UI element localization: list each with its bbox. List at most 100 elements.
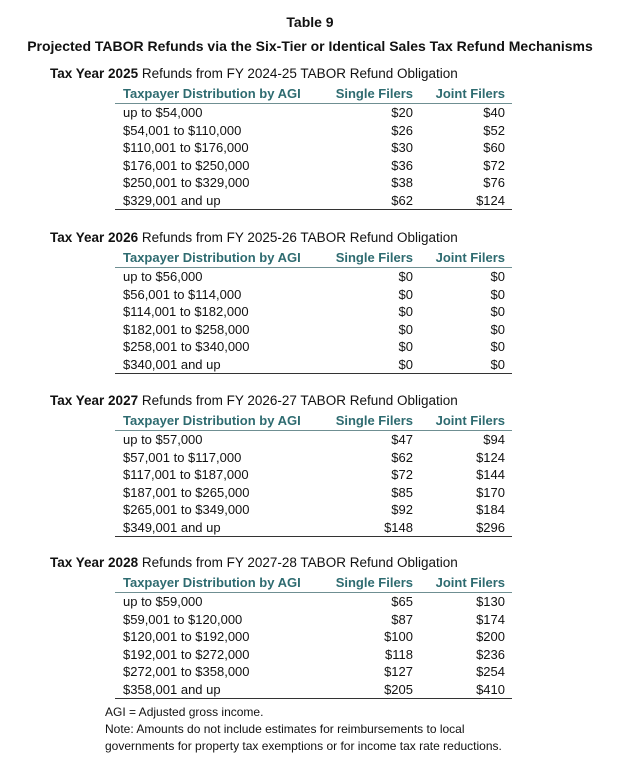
- joint-filers-refund: $184: [476, 502, 505, 517]
- section-heading-text: Refunds from FY 2024-25 TABOR Refund Obl…: [138, 66, 458, 81]
- section-heading-text: Refunds from FY 2027-28 TABOR Refund Obl…: [138, 555, 458, 570]
- table-row: up to $59,000 $65 $130: [115, 593, 512, 611]
- agi-range: $110,001 to $176,000: [123, 140, 249, 155]
- table-notes: AGI = Adjusted gross income. Note: Amoun…: [105, 704, 502, 755]
- single-filers-refund: $0: [398, 286, 413, 302]
- agi-range: $349,001 and up: [115, 518, 315, 537]
- column-header: Single Filers: [315, 573, 413, 593]
- joint-filers-refund: $0: [490, 304, 505, 319]
- single-filers-refund: $65: [391, 594, 413, 609]
- column-header: Joint Filers: [413, 84, 512, 104]
- single-filers-refund: $20: [391, 105, 413, 120]
- agi-range: $176,001 to $250,000: [123, 157, 250, 173]
- single-filers-refund: $0: [398, 304, 413, 319]
- column-header: Single Filers: [315, 411, 413, 431]
- table-row: $57,001 to $117,000 $62 $124: [115, 449, 512, 467]
- agi-range: $114,001 to $182,000: [123, 304, 249, 319]
- joint-filers-refund: $124: [476, 449, 505, 465]
- tax-year-section: Tax Year 2028 Refunds from FY 2027-28 TA…: [50, 553, 520, 699]
- single-filers-refund: $127: [384, 664, 413, 679]
- single-filers-refund: $62: [391, 449, 413, 465]
- single-filers-refund: $148: [315, 518, 413, 537]
- table-row: $110,001 to $176,000 $30 $60: [115, 139, 512, 157]
- single-filers-refund: $87: [391, 611, 413, 627]
- table-row: $192,001 to $272,000 $118 $236: [115, 646, 512, 664]
- single-filers-refund: $47: [391, 432, 413, 447]
- agi-range: $57,001 to $117,000: [123, 449, 242, 465]
- single-filers-refund: $0: [398, 339, 413, 354]
- joint-filers-refund: $94: [483, 432, 505, 447]
- agi-range: $340,001 and up: [115, 355, 315, 374]
- joint-filers-refund: $410: [413, 680, 512, 699]
- table-row: $59,001 to $120,000 $87 $174: [115, 611, 512, 629]
- agi-range: $59,001 to $120,000: [123, 611, 243, 627]
- single-filers-refund: $38: [391, 175, 413, 190]
- joint-filers-refund: $296: [413, 518, 512, 537]
- single-filers-refund: $85: [391, 484, 413, 500]
- joint-filers-refund: $236: [476, 646, 505, 662]
- agi-range: $272,001 to $358,000: [123, 664, 250, 679]
- table-row: $117,001 to $187,000 $72 $144: [115, 466, 512, 484]
- note-line-2: governments for property tax exemptions …: [105, 739, 502, 753]
- table-header-row: Taxpayer Distribution by AGI Single Filer…: [115, 84, 512, 104]
- agi-range: up to $54,000: [123, 105, 203, 120]
- joint-filers-refund: $124: [413, 191, 512, 210]
- table-row: $114,001 to $182,000 $0 $0: [115, 303, 512, 321]
- column-header: Single Filers: [315, 84, 413, 104]
- joint-filers-refund: $72: [483, 157, 505, 173]
- tax-year-section: Tax Year 2026 Refunds from FY 2025-26 TA…: [50, 228, 520, 374]
- single-filers-refund: $62: [315, 191, 413, 210]
- single-filers-refund: $30: [391, 140, 413, 155]
- section-year: Tax Year 2025: [50, 66, 139, 81]
- agi-range: $265,001 to $349,000: [123, 502, 250, 517]
- table-row: $187,001 to $265,000 $85 $170: [115, 484, 512, 502]
- section-year: Tax Year 2026: [50, 230, 139, 245]
- table-row: up to $56,000 $0 $0: [115, 268, 512, 286]
- single-filers-refund: $26: [391, 122, 413, 138]
- table-row: $329,001 and up $62 $124: [115, 191, 512, 210]
- joint-filers-refund: $76: [483, 175, 505, 190]
- table-row: $56,001 to $114,000 $0 $0: [115, 286, 512, 304]
- agi-range: $258,001 to $340,000: [123, 339, 250, 354]
- table-row: $54,001 to $110,000 $26 $52: [115, 122, 512, 140]
- tax-year-section: Tax Year 2027 Refunds from FY 2026-27 TA…: [50, 391, 520, 537]
- joint-filers-refund: $0: [413, 355, 512, 374]
- column-header: Joint Filers: [413, 573, 512, 593]
- agi-range: $358,001 and up: [115, 680, 315, 699]
- table-row: $250,001 to $329,000 $38 $76: [115, 174, 512, 192]
- section-heading: Tax Year 2025 Refunds from FY 2024-25 TA…: [50, 64, 520, 84]
- joint-filers-refund: $0: [490, 286, 505, 302]
- section-heading: Tax Year 2026 Refunds from FY 2025-26 TA…: [50, 228, 520, 248]
- joint-filers-refund: $174: [476, 611, 505, 627]
- column-header: Joint Filers: [413, 411, 512, 431]
- table-row: $272,001 to $358,000 $127 $254: [115, 663, 512, 681]
- joint-filers-refund: $60: [483, 140, 505, 155]
- column-header: Joint Filers: [413, 248, 512, 268]
- table-header-row: Taxpayer Distribution by AGI Single Filer…: [115, 573, 512, 593]
- agi-range: $329,001 and up: [115, 191, 315, 210]
- table-header-row: Taxpayer Distribution by AGI Single Filer…: [115, 248, 512, 268]
- table-number: Table 9: [286, 14, 334, 30]
- agi-range: $120,001 to $192,000: [123, 629, 250, 644]
- single-filers-refund: $36: [391, 157, 413, 173]
- single-filers-refund: $72: [391, 467, 413, 482]
- section-year: Tax Year 2028: [50, 555, 139, 570]
- agi-range: $192,001 to $272,000: [123, 646, 250, 662]
- table-title: Projected TABOR Refunds via the Six-Tier…: [27, 38, 593, 54]
- tax-year-section: Tax Year 2025 Refunds from FY 2024-25 TA…: [50, 64, 520, 210]
- refund-table: Taxpayer Distribution by AGI Single Filer…: [115, 573, 512, 699]
- table-row: $358,001 and up $205 $410: [115, 680, 512, 699]
- agi-range: up to $56,000: [123, 269, 203, 284]
- table-row: $265,001 to $349,000 $92 $184: [115, 501, 512, 519]
- agi-range: up to $59,000: [123, 594, 203, 609]
- table-row: $120,001 to $192,000 $100 $200: [115, 628, 512, 646]
- joint-filers-refund: $254: [476, 664, 505, 679]
- single-filers-refund: $205: [315, 680, 413, 699]
- section-heading-text: Refunds from FY 2026-27 TABOR Refund Obl…: [138, 393, 458, 408]
- note-agi: AGI = Adjusted gross income.: [105, 705, 264, 719]
- refund-table: Taxpayer Distribution by AGI Single Filer…: [115, 84, 512, 210]
- table-row: up to $57,000 $47 $94: [115, 431, 512, 449]
- agi-range: $187,001 to $265,000: [123, 484, 250, 500]
- agi-range: up to $57,000: [123, 432, 203, 447]
- joint-filers-refund: $0: [490, 269, 505, 284]
